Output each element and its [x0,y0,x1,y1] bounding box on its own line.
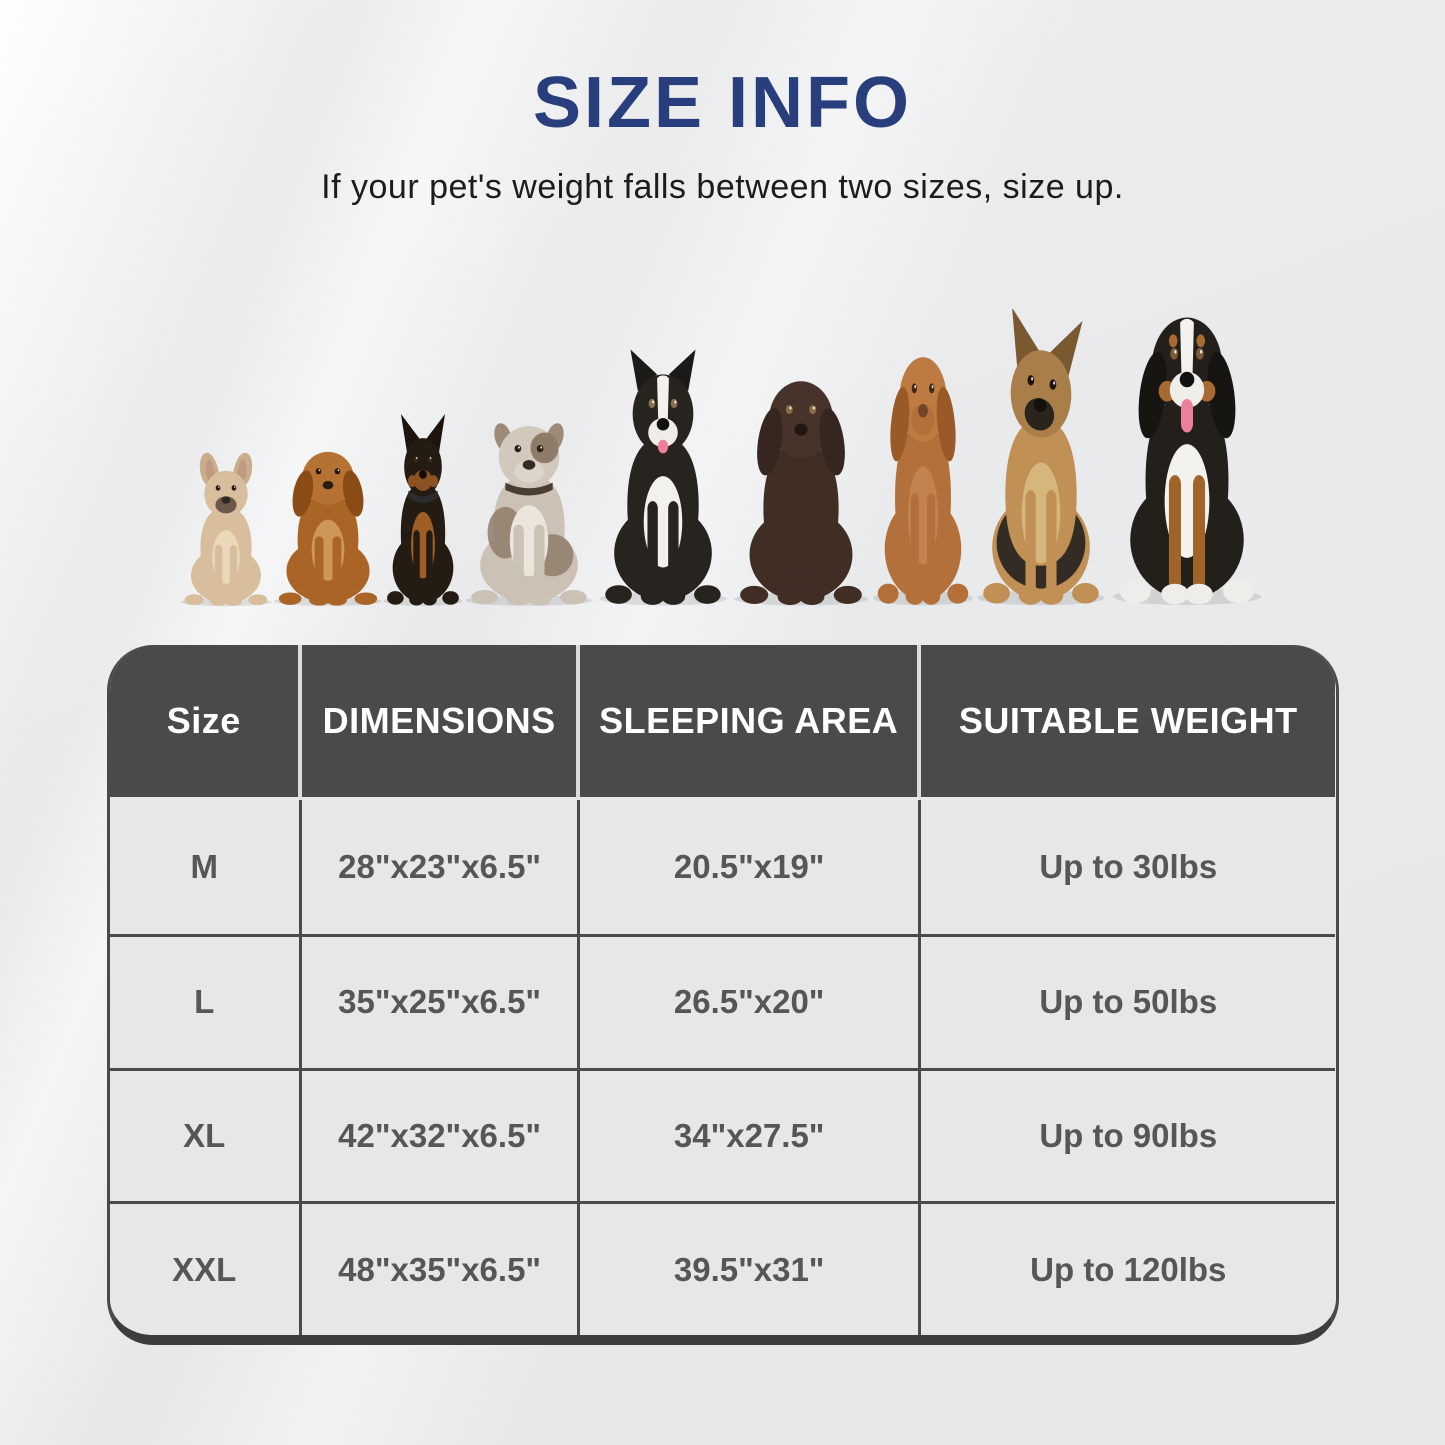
cell-m-sleeping-area: 20.5"x19" [580,800,922,934]
column-header-size: Size [109,645,302,800]
french-bulldog-image [179,452,272,607]
page-title: SIZE INFO [532,63,913,143]
cell-xxl-dimensions: 48"x35"x6.5" [301,1201,581,1335]
cell-l-sleeping-area: 26.5"x20" [580,933,922,1068]
cavalier-spaniel-image [273,451,382,606]
border-collie-image [598,349,727,606]
column-header-sleeping-area: SLEEPING AREA [580,645,922,800]
cell-l-suitable-weight: Up to 50lbs [921,933,1336,1068]
vizsla-image [872,357,973,606]
chocolate-labrador-image [733,381,868,606]
cell-xxl-sleeping-area: 39.5"x31" [580,1201,922,1335]
cell-m-suitable-weight: Up to 30lbs [921,800,1336,934]
dog-lineup-image [173,267,1273,607]
german-shepherd-image [976,309,1105,606]
bernese-mountain-dog-image [1112,317,1261,606]
miniature-pinscher-image [382,414,463,606]
cell-l-size: L [109,933,302,1068]
size-table: Size DIMENSIONS SLEEPING AREA SUITABLE WEIG… [106,645,1339,1345]
cell-m-dimensions: 28"x23"x6.5" [301,800,581,934]
column-header-suitable-weight: SUITABLE WEIGHT [921,645,1336,800]
cell-xl-size: XL [109,1067,302,1202]
cell-xl-suitable-weight: Up to 90lbs [921,1067,1336,1202]
cell-xl-dimensions: 42"x32"x6.5" [301,1067,581,1202]
cell-xxl-suitable-weight: Up to 120lbs [921,1201,1336,1335]
cell-xl-sleeping-area: 34"x27.5" [580,1067,922,1202]
cell-l-dimensions: 35"x25"x6.5" [301,933,581,1068]
column-header-dimensions: DIMENSIONS [301,645,581,800]
cell-xxl-size: XXL [109,1201,302,1335]
cell-m-size: M [109,800,302,934]
bulldog-image [464,423,593,606]
page-subtitle: If your pet's weight falls between two s… [321,168,1124,206]
